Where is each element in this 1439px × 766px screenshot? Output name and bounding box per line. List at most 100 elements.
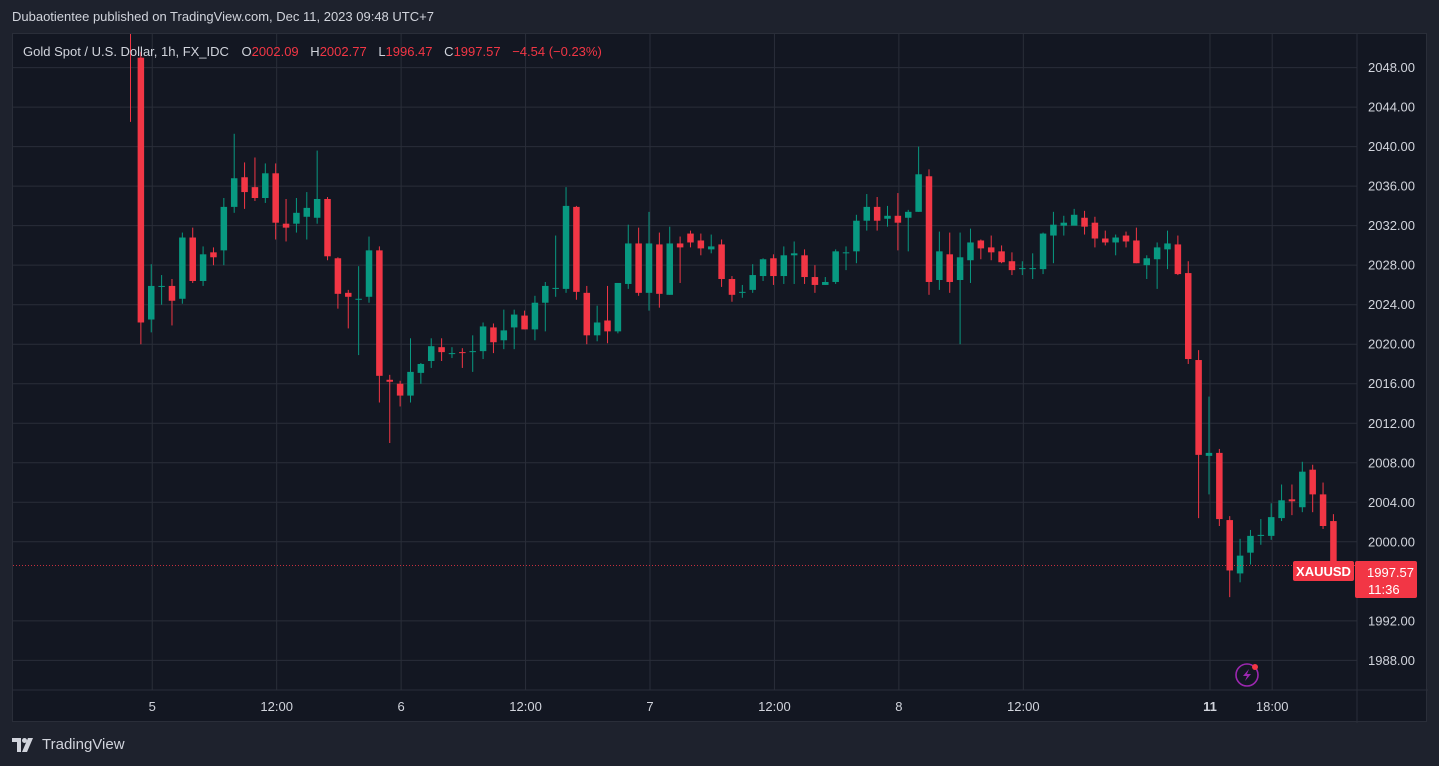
- candle-body: [728, 279, 736, 295]
- candle-body: [345, 292, 352, 297]
- legend-change: −4.54 (−0.23%): [512, 44, 602, 59]
- candle-down: [334, 257, 342, 309]
- candle-up: [448, 347, 456, 359]
- candle-down: [1174, 235, 1182, 276]
- candle-down: [925, 169, 933, 295]
- candle-up: [863, 194, 871, 231]
- candlestick-chart[interactable]: 2048.00 2044.00 2040.00 2036.00 2032.00 2028.…: [13, 34, 1428, 723]
- candle-down: [656, 232, 663, 308]
- candle-body: [1019, 268, 1026, 270]
- candle-body: [158, 285, 165, 287]
- candle-body: [635, 243, 642, 293]
- candle-down: [801, 249, 808, 284]
- candle-body: [1236, 555, 1244, 574]
- legend-high-label: H: [310, 44, 319, 59]
- time-tick-label: 12:00: [260, 699, 293, 714]
- candle-up: [365, 236, 373, 303]
- candle-body: [137, 57, 145, 323]
- candle-up: [1153, 242, 1161, 289]
- grid-layer: 2048.00 2044.00 2040.00 2036.00 2032.00 2028.…: [13, 34, 1428, 723]
- candle-body: [189, 237, 196, 281]
- candle-down: [1195, 350, 1202, 519]
- candle-down: [376, 246, 383, 403]
- candle-body: [355, 298, 362, 300]
- candle-body: [365, 250, 373, 297]
- candle-body: [147, 285, 155, 320]
- candle-up: [1267, 503, 1275, 540]
- candle-body: [905, 211, 912, 218]
- chart-frame[interactable]: 2048.00 2044.00 2040.00 2036.00 2032.00 2028.…: [12, 33, 1428, 723]
- candle-down: [1081, 210, 1088, 235]
- candle-body: [1267, 517, 1275, 536]
- candle-body: [179, 237, 186, 299]
- candle-up: [479, 322, 487, 360]
- candle-up: [179, 232, 186, 304]
- candle-body: [925, 176, 933, 282]
- time-tick-label: 7: [646, 699, 653, 714]
- price-tick-label: 2012.00: [1368, 416, 1415, 431]
- candle-up: [313, 150, 321, 224]
- candle-down: [521, 310, 528, 330]
- candle-body: [521, 315, 528, 330]
- candle-body: [1081, 217, 1088, 227]
- price-tick-label: 2008.00: [1368, 455, 1415, 470]
- candle-body: [739, 291, 746, 293]
- candle-down: [635, 227, 642, 296]
- candle-down: [438, 338, 445, 362]
- candle-down: [282, 198, 290, 242]
- candle-body: [1278, 500, 1285, 519]
- candle-up: [780, 246, 788, 284]
- candle-up: [790, 241, 798, 284]
- candle-body: [1102, 238, 1109, 243]
- candle-body: [1008, 261, 1016, 271]
- candle-up: [1247, 529, 1254, 565]
- candle-up: [832, 249, 839, 284]
- candle-body: [790, 253, 798, 256]
- candle-up: [1050, 211, 1057, 264]
- candle-body: [718, 244, 725, 280]
- candle-body: [479, 326, 487, 352]
- last-price-tag-bg: [1355, 561, 1417, 598]
- price-tick-label: 2044.00: [1368, 100, 1415, 115]
- candle-body: [510, 314, 518, 328]
- candle-body: [801, 255, 808, 278]
- price-tick-label: 2048.00: [1368, 60, 1415, 75]
- brand-name: TradingView: [42, 736, 125, 753]
- candle-up: [303, 192, 311, 240]
- candle-up: [262, 163, 269, 203]
- candle-up: [1257, 519, 1265, 545]
- candle-body: [697, 240, 705, 249]
- candle-body: [853, 220, 860, 252]
- candle-body: [759, 259, 767, 277]
- candle-body: [552, 287, 559, 289]
- time-tick-label: 11: [1203, 699, 1217, 714]
- candle-body: [531, 302, 539, 330]
- candle-body: [282, 223, 290, 228]
- candle-down: [894, 193, 902, 251]
- candle-down: [770, 254, 777, 285]
- lightning-icon[interactable]: [1235, 663, 1259, 687]
- candle-body: [583, 292, 591, 336]
- candle-up: [1164, 230, 1171, 270]
- candle-body: [894, 215, 902, 223]
- candle-body: [500, 330, 508, 341]
- tradingview-logo[interactable]: TradingView: [12, 736, 125, 753]
- svg-text:Gold Spot / U.S. Dollar, 1h, F: Gold Spot / U.S. Dollar, 1h, FX_IDC O200…: [23, 44, 602, 59]
- candle-up: [625, 224, 632, 289]
- candle-body: [832, 251, 839, 282]
- candle-body: [770, 258, 777, 277]
- time-tick-label: 5: [149, 699, 156, 714]
- candle-up: [956, 232, 964, 345]
- candle-body: [1247, 535, 1254, 553]
- candle-body: [1299, 471, 1306, 508]
- candle-body: [1288, 499, 1296, 502]
- candle-up: [853, 214, 860, 264]
- candle-body: [199, 254, 207, 281]
- candle-body: [780, 255, 788, 277]
- candle-up: [158, 275, 165, 305]
- candle-body: [220, 206, 228, 251]
- publish-header: Dubaotientee published on TradingView.co…: [12, 9, 434, 24]
- candle-down: [1091, 216, 1099, 248]
- candle-up: [355, 266, 362, 356]
- candle-down: [189, 227, 196, 283]
